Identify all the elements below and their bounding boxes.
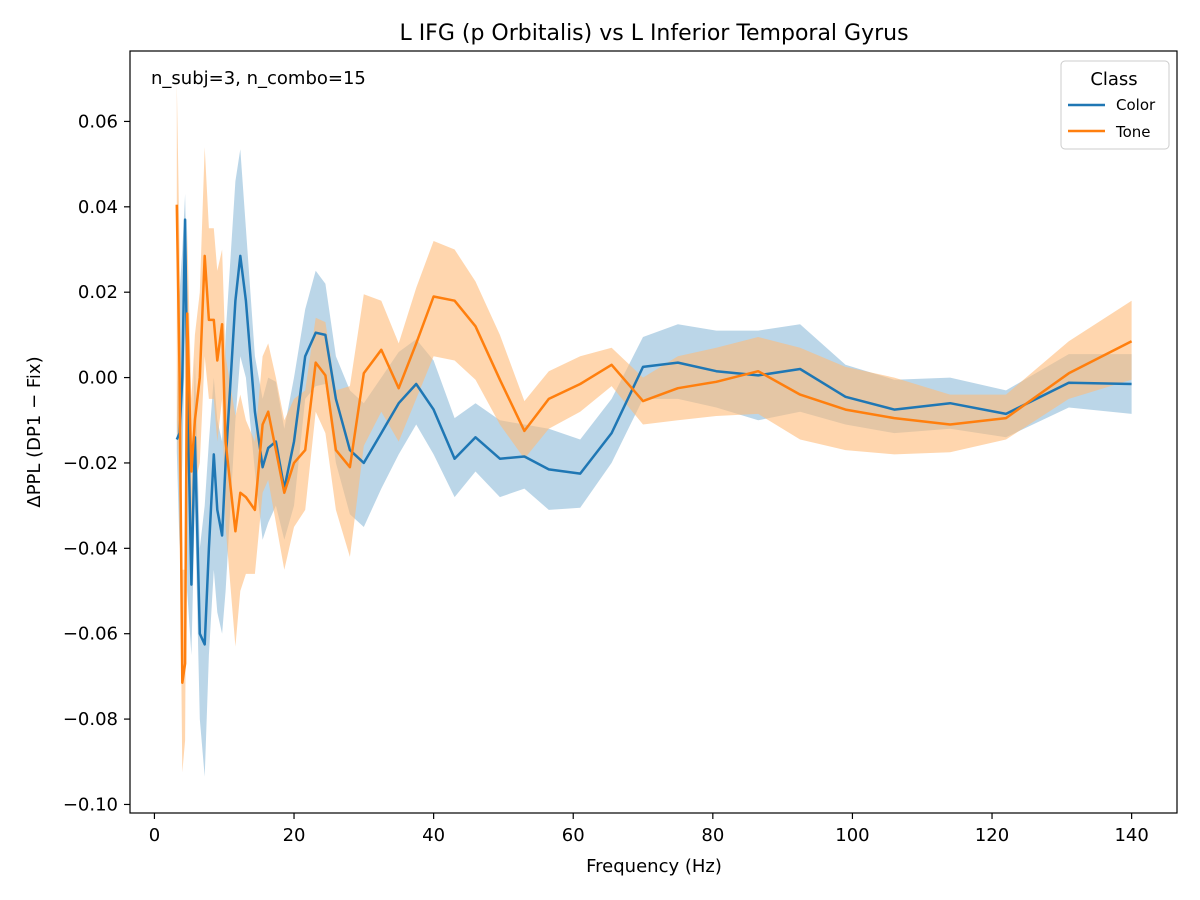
- x-tick-label: 60: [562, 825, 585, 846]
- x-tick-label: 40: [422, 825, 445, 846]
- legend-title: Class: [1090, 69, 1137, 90]
- x-axis: 0 20 40 60 80 100 120 140: [149, 813, 1149, 846]
- x-tick-label: 80: [701, 825, 724, 846]
- y-tick-label: 0.06: [78, 111, 118, 132]
- band-tone: [176, 83, 1132, 773]
- x-axis-label: Frequency (Hz): [586, 856, 722, 877]
- legend-label-tone: Tone: [1115, 123, 1151, 141]
- legend-box: [1060, 60, 1170, 150]
- line-color: [175, 218, 1132, 646]
- series-lines: [175, 204, 1133, 685]
- x-tick-label: 0: [149, 825, 160, 846]
- y-tick-label: 0.04: [78, 197, 118, 218]
- y-axis-label: ΔPPL (DP1 − Fix): [24, 356, 45, 507]
- x-tick-label: 140: [1114, 825, 1148, 846]
- y-tick-label: −0.10: [63, 794, 118, 815]
- plot-frame: [129, 50, 1178, 814]
- y-tick-label: −0.04: [63, 538, 118, 559]
- annotation-text: n_subj=3, n_combo=15: [151, 68, 366, 89]
- y-axis: −0.10 −0.08 −0.06 −0.04 −0.02 0.00 0.02 0.04 0.0…: [63, 111, 130, 815]
- y-tick-label: −0.02: [63, 453, 118, 474]
- y-tick-label: −0.08: [63, 709, 118, 730]
- line-tone: [175, 204, 1133, 685]
- legend: Class Color Tone: [1060, 60, 1170, 150]
- y-tick-label: −0.06: [63, 624, 118, 645]
- chart-title: L IFG (p Orbitalis) vs L Inferior Tempor…: [399, 21, 908, 46]
- x-tick-label: 100: [835, 825, 869, 846]
- x-tick-label: 20: [283, 825, 306, 846]
- band-color: [176, 149, 1132, 777]
- y-tick-label: 0.02: [78, 282, 118, 303]
- y-tick-label: 0.00: [78, 368, 118, 389]
- x-tick-label: 120: [975, 825, 1009, 846]
- legend-label-color: Color: [1116, 96, 1156, 114]
- confidence-bands: [176, 83, 1132, 777]
